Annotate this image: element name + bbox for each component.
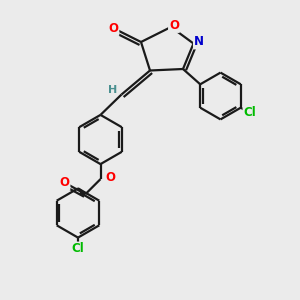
- Text: O: O: [169, 19, 179, 32]
- Text: Cl: Cl: [244, 106, 256, 119]
- Text: N: N: [194, 35, 204, 49]
- Text: O: O: [59, 176, 70, 189]
- Text: O: O: [105, 171, 115, 184]
- Text: H: H: [108, 85, 117, 95]
- Text: O: O: [108, 22, 118, 35]
- Text: Cl: Cl: [72, 242, 84, 256]
